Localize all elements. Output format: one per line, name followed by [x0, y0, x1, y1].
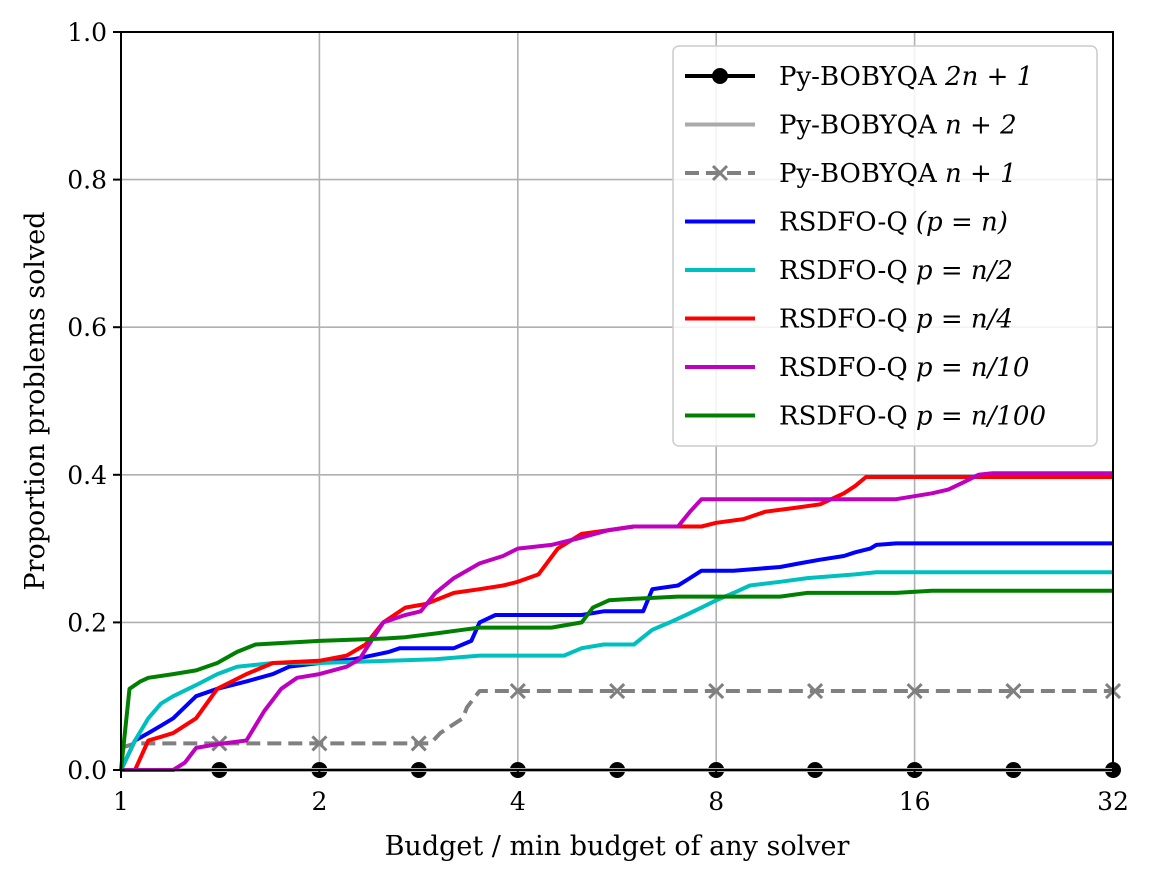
- series-2: [120, 682, 1122, 752]
- series-2-marker-1: [311, 735, 328, 752]
- legend-entry-4: RSDFO-Q p = n/2: [685, 256, 1013, 286]
- x-tick-label-32: 32: [1097, 787, 1129, 816]
- legend-label-6: RSDFO-Q p = n/10: [779, 353, 1029, 383]
- x-axis-label: Budget / min budget of any solver: [385, 831, 850, 862]
- x-tick-label-4: 4: [510, 787, 526, 816]
- series-line-5: [121, 475, 1113, 772]
- plot-frame: [120, 31, 1114, 771]
- series-line-4: [119, 570, 1113, 771]
- series-7: [119, 588, 1113, 771]
- series-5: [121, 475, 1113, 772]
- series-line-6: [121, 471, 1113, 772]
- series-2-marker-7: [906, 682, 923, 700]
- legend: Py-BOBYQA 2n + 1 Py-BOBYQA n + 2 Py-BOBYQA…: [672, 45, 1098, 447]
- x-tick-label-2: 2: [311, 787, 327, 816]
- legend-entry-7: RSDFO-Q p = n/100: [685, 402, 1046, 432]
- series-2-marker-3: [509, 682, 526, 700]
- legend-label-7: RSDFO-Q p = n/100: [779, 402, 1046, 432]
- legend-box: [672, 45, 1098, 447]
- legend-label-2: Py-BOBYQA n + 1: [779, 159, 1017, 189]
- x-tick-label-8: 8: [708, 787, 724, 816]
- x-tick-label-1: 1: [113, 787, 129, 816]
- series-2-marker-8: [1005, 682, 1022, 700]
- series-6: [121, 471, 1113, 772]
- series-2-marker-5: [708, 682, 725, 700]
- y-tick-label-0.6: 0.6: [67, 313, 107, 342]
- legend-entry-0: Py-BOBYQA 2n + 1: [685, 62, 1033, 92]
- x-tick-label-16: 16: [899, 787, 931, 816]
- y-tick-label-0.0: 0.0: [67, 756, 107, 785]
- series-2-marker-4: [609, 682, 626, 700]
- y-tick-label-0.2: 0.2: [67, 608, 107, 637]
- series-2-marker-6: [806, 682, 824, 700]
- legend-entry-5: RSDFO-Q p = n/4: [685, 305, 1013, 335]
- y-tick-label-1.0: 1.0: [67, 18, 107, 47]
- legend-entry-1: Py-BOBYQA n + 2: [685, 111, 1017, 141]
- legend-label-3: RSDFO-Q (p = n): [779, 208, 1008, 238]
- y-tick-label-0.4: 0.4: [67, 461, 107, 490]
- legend-marker-0: [712, 68, 728, 84]
- legend-entry-3: RSDFO-Q (p = n): [685, 208, 1008, 238]
- tick-labels: 1 2 4 8 16 32 0.0 0.2 0.4 0.6 0.8 1.0: [67, 18, 1129, 816]
- legend-label-0: Py-BOBYQA 2n + 1: [779, 62, 1033, 92]
- y-tick-label-0.8: 0.8: [67, 166, 107, 195]
- series-2-marker-2: [410, 735, 427, 752]
- y-axis-label: Proportion problems solved: [20, 211, 51, 590]
- legend-entry-6: RSDFO-Q p = n/10: [685, 353, 1029, 383]
- series-line-7: [119, 588, 1113, 771]
- axes: [113, 31, 1114, 778]
- legend-label-5: RSDFO-Q p = n/4: [779, 305, 1013, 335]
- legend-label-4: RSDFO-Q p = n/2: [779, 256, 1013, 286]
- legend-label-1: Py-BOBYQA n + 2: [779, 111, 1017, 141]
- series-line-2: [120, 689, 1113, 750]
- legend-entry-2: Py-BOBYQA n + 1: [685, 159, 1017, 189]
- series-4: [119, 570, 1113, 771]
